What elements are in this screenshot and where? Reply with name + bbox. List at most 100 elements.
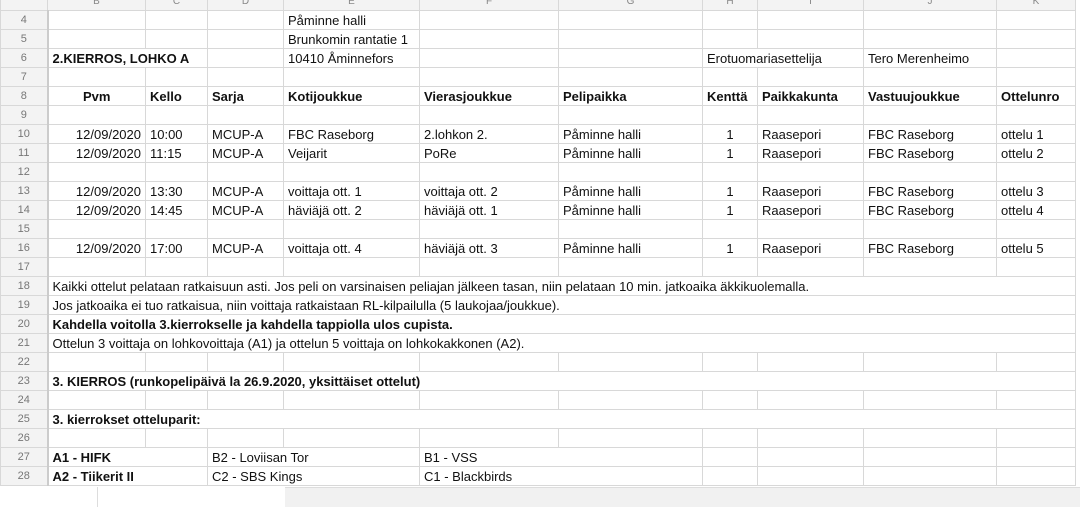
pair-cell[interactable]: C1 - Blackbirds [419,466,703,486]
cell[interactable] [863,67,997,87]
time-cell[interactable]: 13:30 [145,181,208,201]
cell[interactable] [757,466,864,486]
note-cell[interactable]: 3. KIERROS (runkopelipäivä la 26.9.2020,… [47,371,1076,391]
cell[interactable] [996,67,1076,87]
note-cell[interactable]: Jos jatkoaika ei tuo ratkaisua, niin voi… [47,295,1076,315]
cell[interactable] [47,428,146,448]
column-title-cell[interactable]: Ottelunro [996,86,1076,106]
cell[interactable] [558,428,703,448]
cell[interactable] [558,48,703,68]
time-cell[interactable]: 17:00 [145,238,208,258]
field-cell[interactable]: 1 [702,200,758,220]
cell[interactable] [47,352,146,372]
cell[interactable] [996,466,1076,486]
cell[interactable] [419,29,559,49]
cell[interactable] [283,390,420,410]
cell[interactable] [996,390,1076,410]
responsible-team-cell[interactable]: FBC Raseborg [863,124,997,144]
column-title-cell[interactable]: Kotijoukkue [283,86,420,106]
responsible-team-cell[interactable]: FBC Raseborg [863,143,997,163]
cell[interactable] [863,105,997,125]
town-cell[interactable]: Raasepori [757,124,864,144]
cell[interactable] [757,162,864,182]
cell[interactable] [996,29,1076,49]
column-title-cell[interactable]: Pelipaikka [558,86,703,106]
cell[interactable] [702,67,758,87]
cell[interactable] [757,257,864,277]
cell[interactable] [996,105,1076,125]
row-number[interactable]: 21 [0,333,49,353]
cell[interactable] [47,105,146,125]
home-team-cell[interactable]: voittaja ott. 1 [283,181,420,201]
row-number[interactable]: 6 [0,48,49,68]
responsible-team-cell[interactable]: FBC Raseborg [863,200,997,220]
cell[interactable] [863,257,997,277]
column-header[interactable]: G [558,0,703,11]
cell[interactable] [207,257,284,277]
cell[interactable] [757,67,864,87]
column-header[interactable]: J [863,0,997,11]
venue-cell[interactable]: Påminne halli [558,238,703,258]
cell[interactable] [145,67,208,87]
pair-cell[interactable]: A1 - HIFK [47,447,208,467]
cell[interactable] [419,162,559,182]
cell[interactable] [863,10,997,30]
cell[interactable] [419,390,559,410]
venue-cell[interactable]: Påminne halli [558,143,703,163]
column-header[interactable]: H [702,0,758,11]
cell[interactable] [145,105,208,125]
row-number[interactable]: 18 [0,276,49,296]
row-number[interactable]: 15 [0,219,49,239]
note-cell[interactable]: Ottelun 3 voittaja on lohkovoittaja (A1)… [47,333,1076,353]
cell[interactable] [283,352,420,372]
column-header[interactable]: K [996,0,1076,11]
note-cell[interactable]: Kahdella voitolla 3.kierrokselle ja kahd… [47,314,1076,334]
cell[interactable] [419,352,559,372]
cell[interactable] [863,447,997,467]
row-number[interactable]: 7 [0,67,49,87]
cell[interactable] [702,466,758,486]
referee-label-cell[interactable]: Erotuomariasettelija [702,48,864,68]
cell[interactable] [757,105,864,125]
postal-cell[interactable]: 10410 Åminnefors [283,48,420,68]
cell[interactable] [207,162,284,182]
cell[interactable] [863,162,997,182]
column-header[interactable]: E [283,0,420,11]
cell[interactable] [757,219,864,239]
home-team-cell[interactable]: Veijarit [283,143,420,163]
cell[interactable] [757,390,864,410]
column-title-cell[interactable]: Pvm [47,86,146,106]
time-cell[interactable]: 14:45 [145,200,208,220]
cell[interactable] [558,219,703,239]
cell[interactable] [757,352,864,372]
row-number[interactable]: 12 [0,162,49,182]
cell[interactable] [863,219,997,239]
cell[interactable] [863,352,997,372]
cell[interactable] [283,67,420,87]
cell[interactable] [207,48,284,68]
column-title-cell[interactable]: Sarja [207,86,284,106]
cell[interactable] [207,390,284,410]
cell[interactable] [702,219,758,239]
cell[interactable] [863,390,997,410]
note-cell[interactable]: Kaikki ottelut pelataan ratkaisuun asti.… [47,276,1076,296]
cell[interactable] [47,67,146,87]
cell[interactable] [996,428,1076,448]
cell[interactable] [47,390,146,410]
column-header[interactable]: B [47,0,146,11]
row-number[interactable]: 23 [0,371,49,391]
column-title-cell[interactable]: Kello [145,86,208,106]
row-number[interactable]: 9 [0,105,49,125]
pair-cell[interactable]: A2 - Tiikerit II [47,466,208,486]
match-number-cell[interactable]: ottelu 4 [996,200,1076,220]
column-header[interactable]: C [145,0,208,11]
corner-cell[interactable] [0,0,48,11]
town-cell[interactable]: Raasepori [757,143,864,163]
responsible-team-cell[interactable]: FBC Raseborg [863,181,997,201]
cell[interactable] [702,428,758,448]
row-number[interactable]: 16 [0,238,49,258]
cell[interactable] [283,428,420,448]
cell[interactable] [419,10,559,30]
cell[interactable] [996,10,1076,30]
cell[interactable] [145,10,208,30]
